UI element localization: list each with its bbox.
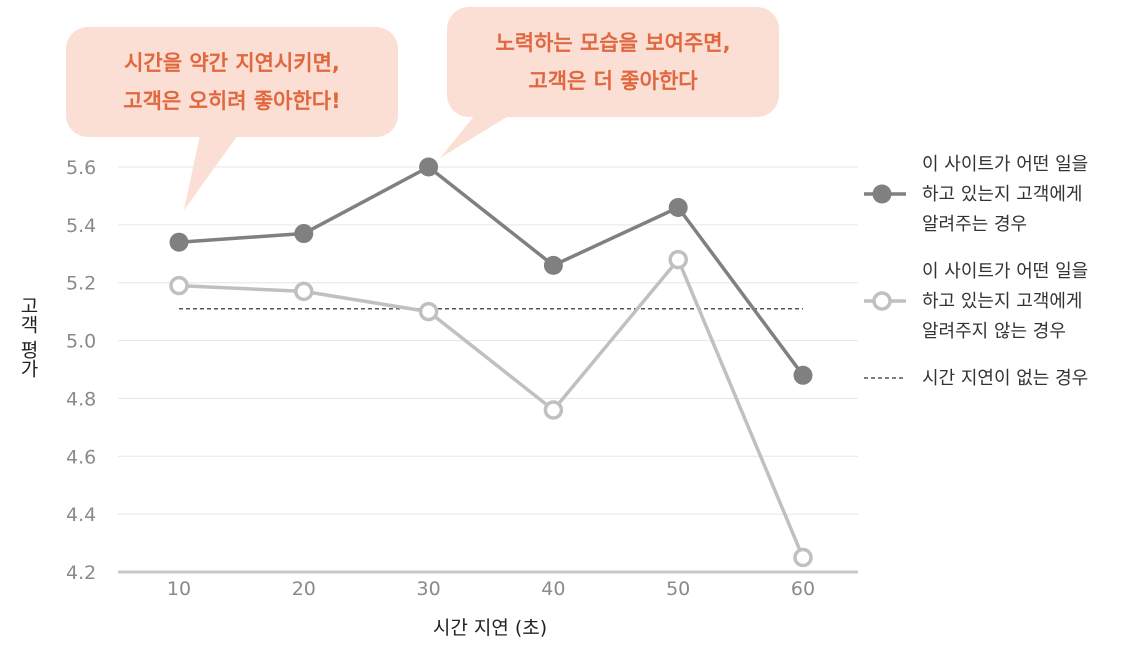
x-tick-label: 20 <box>292 578 316 600</box>
y-axis-title-line: 고객 평가 <box>17 296 39 378</box>
series-1-point <box>543 255 563 275</box>
x-tick-label: 10 <box>167 578 191 600</box>
series-2-point <box>418 301 439 322</box>
callout-bubble <box>66 27 398 137</box>
legend-label: 알려주는 경우 <box>922 214 1027 235</box>
series-1-point <box>169 232 189 252</box>
series-1-point <box>793 365 813 385</box>
x-axis-ticks: 10 20 30 40 50 60 <box>167 578 815 600</box>
series-line-1 <box>178 165 805 377</box>
series-2-point <box>793 547 813 568</box>
x-tick-label: 30 <box>417 578 441 600</box>
legend-label: 이 사이트가 어떤 일을 <box>922 154 1088 175</box>
series-1-point <box>668 198 688 217</box>
series-2-point <box>169 275 189 296</box>
y-axis-ticks: 5.6 5.4 5.2 5.0 4.8 4.6 4.4 4.2 <box>66 157 96 584</box>
callout-tail <box>184 135 238 210</box>
y-tick-label: 5.6 <box>66 157 96 179</box>
series-1-point <box>419 157 439 177</box>
legend-label: 하고 있는지 고객에게 <box>922 184 1082 205</box>
y-tick-label: 4.2 <box>66 562 96 584</box>
series-2-point <box>668 249 688 270</box>
y-tick-label: 4.6 <box>66 446 96 468</box>
series-2-point <box>543 400 564 420</box>
y-tick-label: 5.2 <box>66 273 96 295</box>
y-tick-label: 5.0 <box>66 331 96 353</box>
y-tick-label: 4.4 <box>66 504 96 526</box>
callout-text: 시간을 약간 지연시키면, <box>124 51 340 75</box>
legend-label: 알려주지 않는 경우 <box>922 321 1066 342</box>
series-2-point <box>294 281 314 302</box>
series-1-point <box>294 224 314 244</box>
callout-tail <box>440 115 510 158</box>
series-line-2 <box>178 257 805 559</box>
legend-label: 이 사이트가 어떤 일을 <box>922 261 1088 282</box>
legend-label: 하고 있는지 고객에게 <box>922 291 1082 312</box>
callout-bubbles: 시간을 약간 지연시키면, 고객은 오히려 좋아한다! 노력하는 모습을 보여주면,… <box>66 7 779 210</box>
x-axis-title: 시간 지연 (초) <box>433 617 547 639</box>
legend-marker-1 <box>872 184 892 204</box>
callout-text: 고객은 더 좋아한다 <box>528 69 698 93</box>
x-tick-label: 50 <box>666 578 690 600</box>
y-tick-label: 4.8 <box>66 388 96 410</box>
x-tick-label: 40 <box>541 578 565 600</box>
series-group <box>169 157 813 568</box>
callout-text: 노력하는 모습을 보여주면, <box>495 31 730 55</box>
callout-text: 고객은 오히려 좋아한다! <box>123 89 340 113</box>
gridlines <box>118 166 858 574</box>
legend-label: 시간 지연이 없는 경우 <box>922 368 1088 389</box>
x-tick-label: 60 <box>791 578 815 600</box>
legend-marker-2 <box>872 291 892 311</box>
y-axis-title: 고객 평가 <box>17 296 39 378</box>
y-tick-label: 5.4 <box>66 215 96 237</box>
callout-bubble <box>447 7 779 117</box>
